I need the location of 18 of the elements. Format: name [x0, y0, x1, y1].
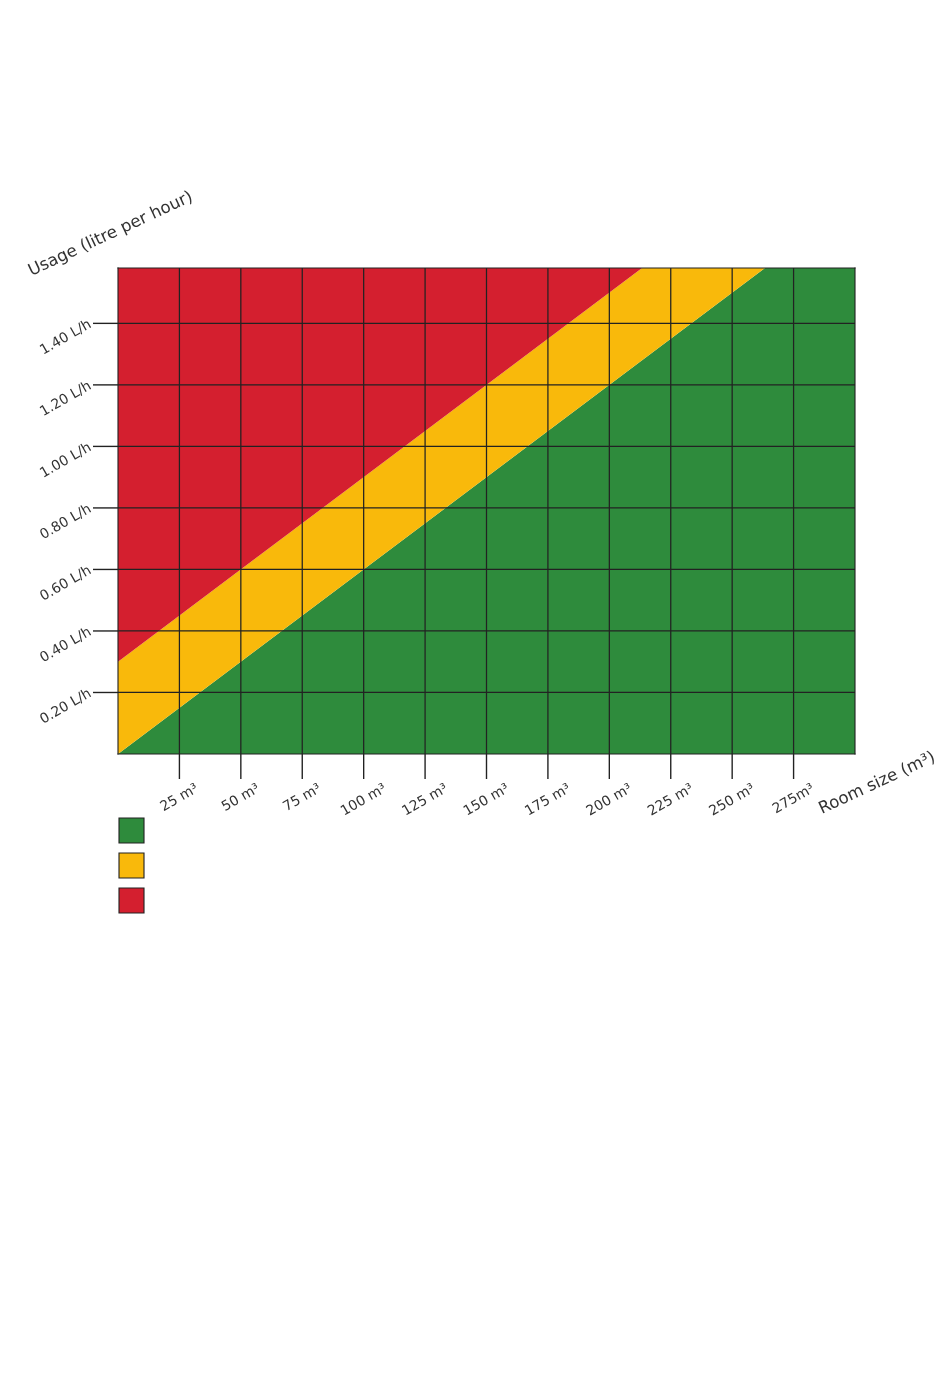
y-tick-label: 0.60 L/h — [38, 564, 92, 602]
x-axis-title: Room size (m³) — [817, 749, 936, 816]
y-tick-label: 1.20 L/h — [39, 379, 92, 417]
x-tick-label: 150 m³ — [462, 782, 510, 816]
x-tick-label: 75 m³ — [282, 782, 322, 812]
x-tick-label: 25 m³ — [159, 782, 199, 812]
y-tick-label: 0.80 L/h — [38, 502, 92, 541]
x-tick-label: 225 m³ — [646, 782, 694, 816]
x-tick-label: 200 m³ — [585, 782, 633, 816]
x-tick-label: 100 m³ — [340, 782, 387, 816]
x-tick-label: 175 m³ — [524, 782, 571, 816]
x-tick-label: 50 m³ — [220, 782, 261, 812]
y-tick-label: 1.00 L/h — [39, 441, 92, 479]
y-tick-label: 0.20 L/h — [38, 687, 92, 725]
y-tick-label: 1.40 L/h — [39, 318, 92, 356]
x-tick-label: 125 m³ — [401, 782, 449, 816]
y-tick-label: 0.40 L/h — [38, 625, 92, 664]
x-tick-label: 250 m³ — [708, 782, 756, 816]
